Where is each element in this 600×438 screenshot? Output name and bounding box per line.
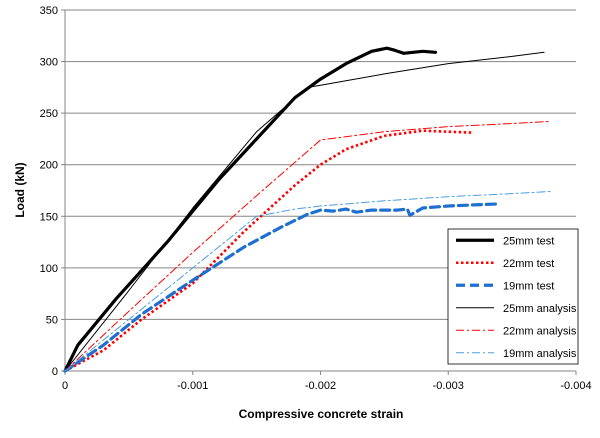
x-tick-label: 0 [62,380,68,392]
legend-box [447,228,579,365]
x-tick-label: -0.004 [560,380,591,392]
legend: 25mm test 22mm test 19mm test 25mm analysis… [447,228,579,365]
gridlines [65,9,576,320]
legend-label: 25mm analysis [503,303,577,315]
legend-label: 22mm test [503,258,554,270]
series-line-22mm-analysis [64,120,551,372]
y-tick-label: 300 [40,57,58,69]
x-axis-title: Compressive concrete strain [239,407,404,421]
x-tick-label: -0.002 [305,380,336,392]
series-line-19mm-analysis [64,191,551,372]
x-tick-label: -0.001 [177,380,208,392]
y-tick-label: 350 [40,5,58,17]
series-line-25mm-test [63,46,438,373]
x-tick-label: -0.003 [433,380,464,392]
series-line-22mm-test [64,129,474,373]
y-tick-label: 150 [40,211,58,223]
legend-label: 19mm test [503,280,554,292]
y-tick-label: 200 [40,160,58,172]
legend-label: 22mm analysis [503,325,577,337]
y-axis-title: Load (kN) [13,162,27,217]
y-tick-label: 100 [40,263,58,275]
series-line-25mm-analysis [64,51,545,372]
y-tick-label: 50 [46,314,58,326]
series-line-19mm-test [63,202,501,373]
axes: 0 50 100 150 200 250 300 350 0 -0.001 -0.002 -0.003… [40,5,592,392]
legend-label: 19mm analysis [503,348,577,360]
y-tick-label: 250 [40,108,58,120]
y-tick-label: 0 [52,366,58,378]
series-lines [63,46,551,373]
legend-label: 25mm test [503,235,554,247]
